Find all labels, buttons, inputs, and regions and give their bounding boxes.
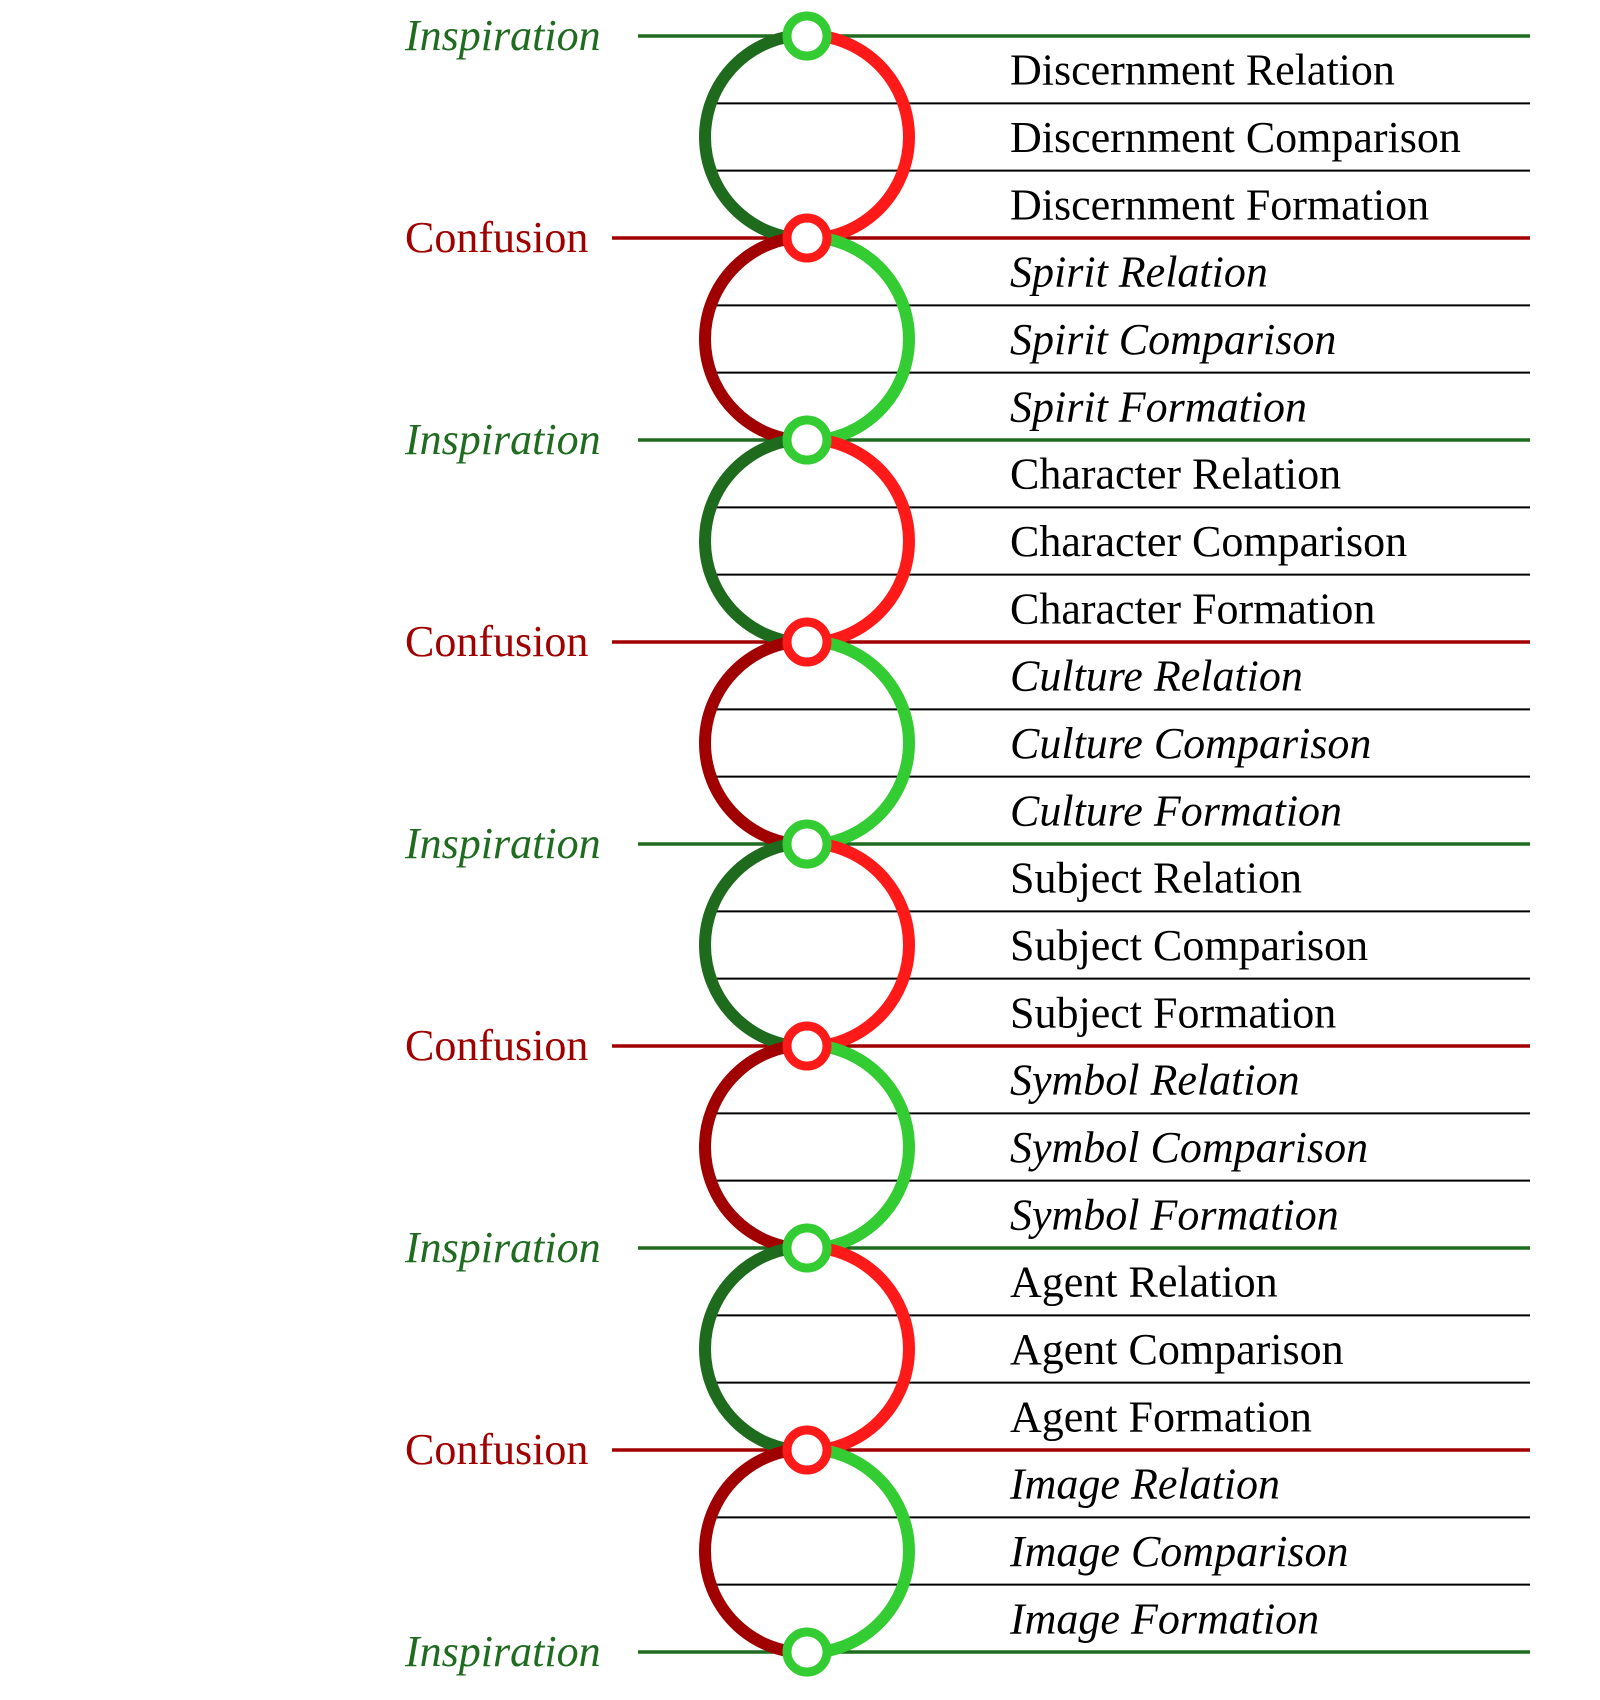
circle-right-arc	[806, 1443, 915, 1659]
row-label: Character Formation	[1010, 584, 1375, 633]
inspiration-label: Inspiration	[404, 415, 601, 464]
row-label: Spirit Formation	[1010, 382, 1307, 431]
row-label: Subject Relation	[1010, 854, 1302, 903]
cycle-circles	[699, 29, 915, 1659]
stage-labels: Inspiration Confusion Inspiration Confusion…	[404, 11, 601, 1676]
circle-right-arc	[806, 433, 915, 649]
row-label: Culture Formation	[1010, 786, 1342, 835]
confusion-label: Confusion	[405, 617, 588, 666]
confusion-label: Confusion	[405, 1021, 588, 1070]
circle-right-arc	[806, 231, 915, 447]
row-label: Symbol Relation	[1010, 1056, 1300, 1105]
inspiration-node	[782, 1223, 832, 1273]
inspiration-label: Inspiration	[404, 819, 601, 868]
circle-right-arc	[806, 29, 915, 245]
row-label: Agent Relation	[1010, 1258, 1278, 1307]
row-label: Image Formation	[1009, 1594, 1319, 1643]
row-label: Symbol Formation	[1010, 1190, 1339, 1239]
row-label: Spirit Relation	[1010, 248, 1268, 297]
row-label: Image Relation	[1009, 1460, 1280, 1509]
row-label: Culture Relation	[1010, 652, 1303, 701]
inspiration-node	[782, 415, 832, 465]
inspiration-label: Inspiration	[404, 1223, 601, 1272]
circle-left-arc	[699, 1241, 808, 1457]
row-label: Character Comparison	[1010, 517, 1407, 566]
circle-right-arc	[806, 837, 915, 1053]
confusion-node	[782, 1021, 832, 1071]
row-label: Discernment Relation	[1010, 46, 1395, 95]
row-label: Discernment Comparison	[1010, 113, 1461, 162]
circle-left-arc	[699, 635, 808, 851]
confusion-node	[782, 213, 832, 263]
confusion-node	[782, 617, 832, 667]
confusion-node	[782, 1425, 832, 1475]
row-label: Image Comparison	[1009, 1527, 1349, 1576]
row-label: Spirit Comparison	[1010, 315, 1336, 364]
row-label: Symbol Comparison	[1010, 1123, 1368, 1172]
row-label: Discernment Formation	[1010, 180, 1429, 229]
row-label: Agent Formation	[1010, 1392, 1312, 1441]
inspiration-label: Inspiration	[404, 1627, 601, 1676]
inspiration-label: Inspiration	[404, 11, 601, 60]
row-label: Subject Comparison	[1010, 921, 1368, 970]
stage-nodes	[782, 11, 832, 1677]
inspiration-node	[782, 819, 832, 869]
row-label: Culture Comparison	[1010, 719, 1371, 768]
row-label: Agent Comparison	[1010, 1325, 1344, 1374]
circle-left-arc	[699, 29, 808, 245]
row-dividers	[715, 102, 1530, 1586]
row-labels: Discernment Relation Discernment Comparis…	[1009, 46, 1461, 1644]
inspiration-node	[782, 1627, 832, 1677]
circle-left-arc	[699, 433, 808, 649]
confusion-label: Confusion	[405, 213, 588, 262]
circle-right-arc	[806, 1241, 915, 1457]
row-label: Character Relation	[1010, 450, 1341, 499]
circle-left-arc	[699, 1443, 808, 1659]
circle-left-arc	[699, 837, 808, 1053]
circle-right-arc	[806, 635, 915, 851]
circle-left-arc	[699, 231, 808, 447]
row-label: Subject Formation	[1010, 988, 1336, 1037]
inspiration-node	[782, 11, 832, 61]
circle-right-arc	[806, 1039, 915, 1255]
confusion-label: Confusion	[405, 1425, 588, 1474]
circle-left-arc	[699, 1039, 808, 1255]
